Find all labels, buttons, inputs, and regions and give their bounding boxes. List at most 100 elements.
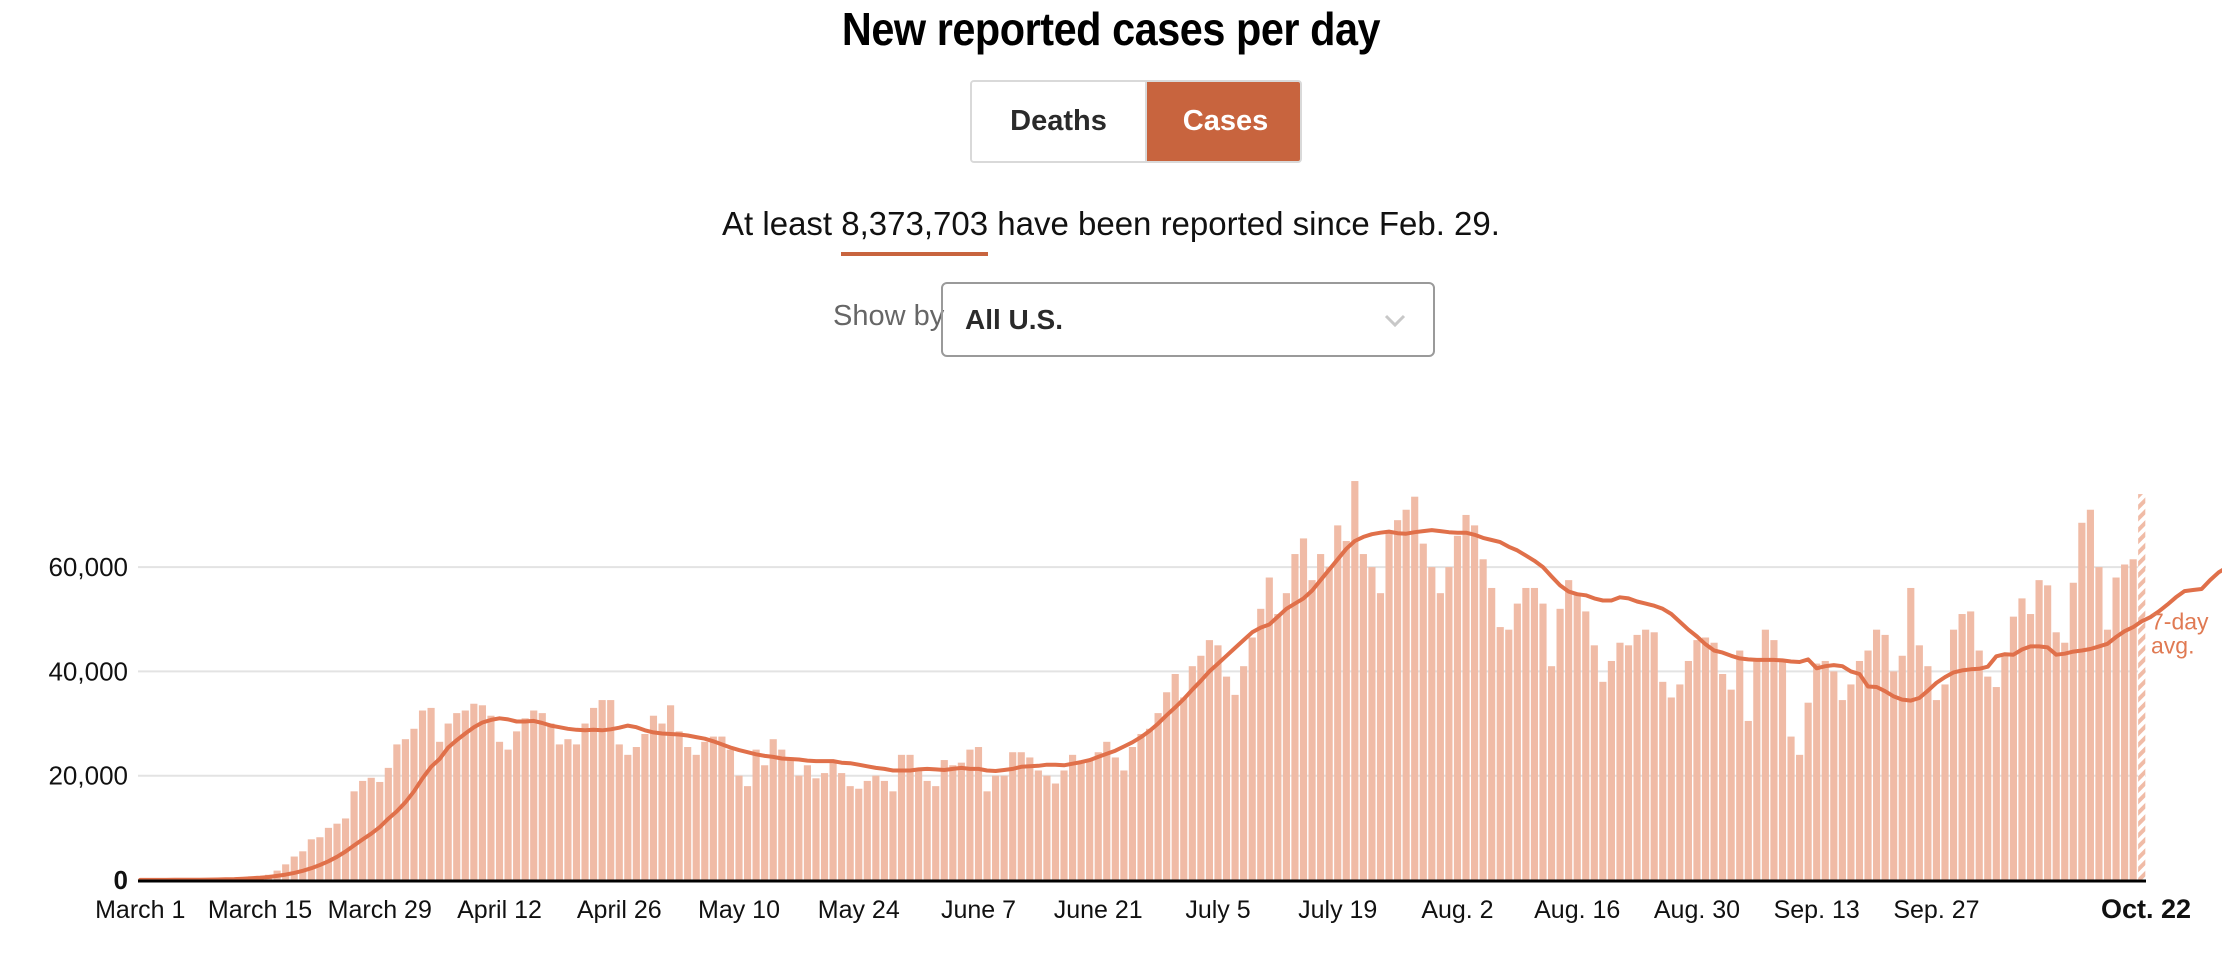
bar	[1556, 608, 1564, 880]
bar	[1351, 481, 1359, 880]
bar	[2069, 582, 2077, 880]
bar	[1958, 614, 1966, 880]
deaths-button[interactable]: Deaths	[972, 82, 1147, 161]
bar	[1804, 702, 1812, 880]
bar	[401, 739, 410, 880]
bar	[1753, 658, 1761, 880]
bar	[897, 754, 906, 880]
bar	[1787, 736, 1795, 880]
x-tick-label: July 19	[1298, 896, 1377, 924]
bar	[564, 739, 572, 880]
bar	[1419, 543, 1427, 880]
bar	[1470, 525, 1479, 880]
bar	[1770, 640, 1778, 880]
bar	[778, 749, 786, 880]
bar	[726, 749, 735, 880]
bar	[1565, 580, 1573, 880]
bar	[1582, 611, 1590, 880]
bar	[478, 705, 486, 880]
bar	[718, 736, 726, 880]
bar	[1325, 567, 1333, 880]
bar	[1445, 567, 1453, 880]
bar	[906, 754, 914, 880]
bar	[803, 765, 812, 880]
bar	[1026, 757, 1034, 880]
x-tick-label: March 1	[95, 896, 185, 924]
bar	[418, 710, 427, 880]
bar	[1240, 666, 1248, 880]
bar	[624, 754, 632, 880]
bar	[547, 723, 555, 880]
bar	[530, 710, 538, 880]
summary-prefix: At least	[722, 205, 842, 242]
bar	[1205, 640, 1214, 880]
bar	[1796, 754, 1804, 880]
bar	[1000, 775, 1008, 880]
bar	[581, 723, 589, 880]
bar	[1317, 554, 1325, 880]
bar	[282, 864, 290, 880]
bar	[1163, 692, 1171, 880]
bar	[1693, 640, 1701, 880]
bar	[1924, 666, 1932, 880]
bar	[470, 703, 478, 880]
bar	[1992, 687, 2000, 880]
x-tick-label: Oct. 22	[2101, 894, 2191, 924]
bar	[367, 777, 375, 880]
bars	[136, 481, 2146, 880]
bar	[915, 770, 923, 880]
x-tick-label: July 5	[1185, 896, 1250, 924]
x-tick-label: Sep. 27	[1893, 896, 1979, 924]
bar	[983, 791, 991, 880]
bar	[1376, 593, 1385, 880]
bar	[855, 788, 863, 880]
avg-label-line1: 7-day	[2151, 608, 2209, 634]
bar	[359, 780, 367, 880]
bar	[812, 778, 820, 880]
bar	[1428, 567, 1436, 880]
bar	[658, 723, 666, 880]
bar	[2095, 567, 2103, 880]
bar	[461, 710, 469, 880]
bar	[1145, 728, 1154, 880]
cases-button[interactable]: Cases	[1147, 82, 1300, 161]
bar	[1701, 637, 1710, 880]
bar	[992, 775, 1000, 880]
region-select-value: All U.S.	[965, 304, 1064, 335]
bar	[1265, 577, 1273, 880]
bar	[1761, 629, 1769, 880]
bar	[2129, 559, 2137, 880]
bar	[1838, 700, 1846, 880]
bar	[384, 767, 392, 880]
x-tick-label: May 24	[818, 896, 900, 924]
bar	[1462, 514, 1470, 880]
bar	[1291, 554, 1299, 880]
bar	[769, 739, 777, 880]
bar	[1949, 629, 1958, 880]
y-tick-label: 0	[114, 865, 128, 895]
bar	[1043, 775, 1051, 880]
bar	[1984, 676, 1992, 880]
bar	[880, 780, 888, 880]
bar	[1821, 660, 1829, 880]
bar	[1898, 655, 1906, 880]
bar	[1402, 509, 1410, 880]
bar	[1719, 674, 1727, 880]
bar	[2026, 614, 2035, 880]
bar	[889, 791, 897, 880]
total-cases-number: 8,373,703	[841, 205, 989, 256]
bar	[521, 718, 529, 880]
bar	[1009, 752, 1017, 880]
bar	[1282, 593, 1290, 880]
bar	[487, 715, 495, 880]
bar	[1222, 676, 1231, 880]
bar	[1847, 684, 1855, 880]
bar	[1257, 608, 1265, 880]
bar	[615, 744, 623, 880]
bar	[684, 747, 692, 880]
region-select[interactable]: All U.S.	[941, 282, 1435, 357]
y-tick-label: 20,000	[48, 761, 128, 791]
bar	[1539, 603, 1547, 880]
bar	[350, 791, 358, 880]
bar	[974, 747, 983, 880]
